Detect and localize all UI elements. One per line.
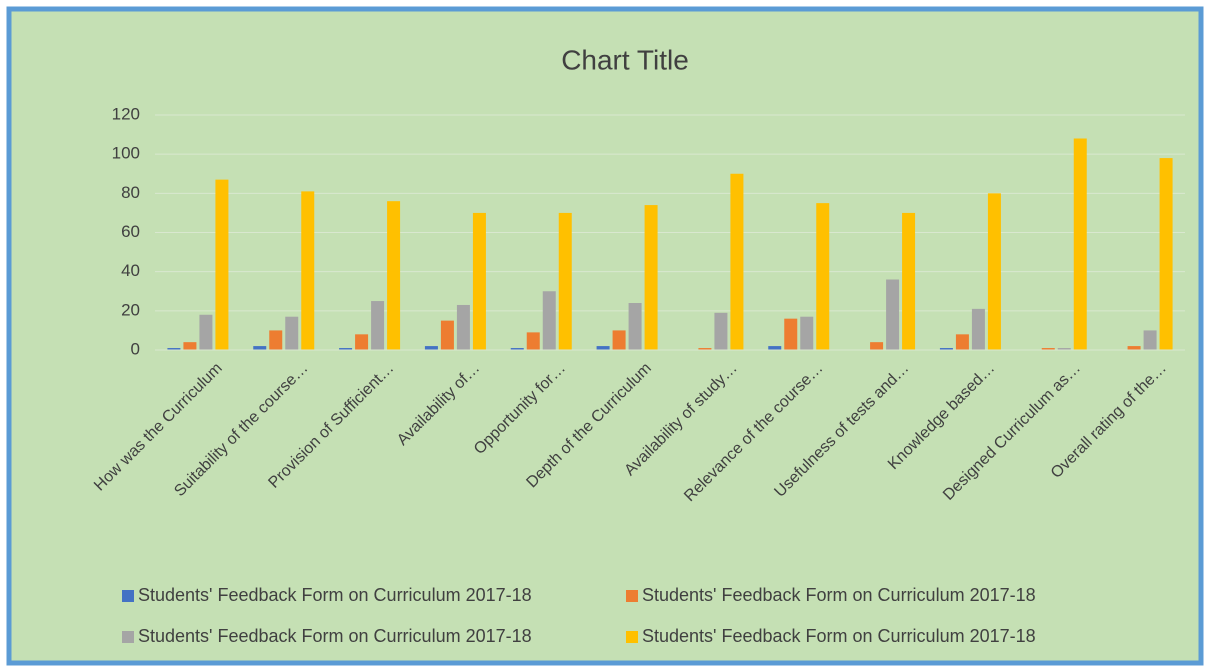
bar	[440, 320, 454, 350]
y-tick-label: 20	[121, 300, 140, 319]
bar	[387, 201, 401, 350]
bar	[971, 308, 985, 350]
bar	[167, 348, 181, 350]
legend-label: Students' Feedback Form on Curriculum 20…	[138, 585, 532, 605]
bar	[199, 314, 213, 350]
bar	[870, 342, 884, 350]
legend-label: Students' Feedback Form on Curriculum 20…	[642, 626, 1036, 646]
bar	[939, 348, 953, 350]
bar	[886, 279, 900, 350]
bar	[215, 179, 229, 350]
bar	[1041, 348, 1055, 350]
bar	[301, 191, 315, 350]
y-tick-label: 60	[121, 222, 140, 241]
bar	[698, 348, 712, 350]
bar	[269, 330, 283, 350]
bar	[596, 346, 610, 350]
y-tick-label: 40	[121, 261, 140, 280]
bar	[542, 291, 556, 350]
bar	[1073, 138, 1087, 350]
bar	[902, 212, 916, 350]
bar	[1057, 348, 1071, 350]
bar	[183, 342, 197, 350]
y-tick-label: 0	[131, 339, 140, 358]
bar	[371, 301, 385, 350]
legend-marker	[122, 631, 134, 643]
bar	[1127, 346, 1141, 350]
bar	[339, 348, 353, 350]
bar	[1159, 158, 1173, 350]
bar	[355, 334, 369, 350]
bar	[784, 318, 798, 350]
bar	[510, 348, 524, 350]
chart-frame	[6, 6, 1204, 666]
bar	[526, 332, 540, 350]
legend-marker	[122, 590, 134, 602]
bar	[456, 304, 470, 350]
bar	[285, 316, 299, 350]
bar	[253, 346, 267, 350]
bar	[612, 330, 626, 350]
legend-marker	[626, 590, 638, 602]
bar	[1143, 330, 1157, 350]
bar	[816, 203, 830, 350]
legend-label: Students' Feedback Form on Curriculum 20…	[642, 585, 1036, 605]
y-tick-label: 100	[112, 144, 140, 163]
legend-marker	[626, 631, 638, 643]
bar	[558, 212, 572, 350]
bar	[472, 212, 486, 350]
bar	[628, 303, 642, 350]
bar	[644, 205, 658, 350]
bar	[730, 173, 744, 350]
chart-title: Chart Title	[561, 44, 689, 75]
y-tick-label: 80	[121, 183, 140, 202]
y-tick-label: 120	[112, 104, 140, 123]
bar	[800, 316, 814, 350]
legend-label: Students' Feedback Form on Curriculum 20…	[138, 626, 532, 646]
bar	[424, 346, 438, 350]
bar	[987, 193, 1001, 350]
bar	[955, 334, 969, 350]
bar	[714, 312, 728, 350]
bar	[768, 346, 782, 350]
